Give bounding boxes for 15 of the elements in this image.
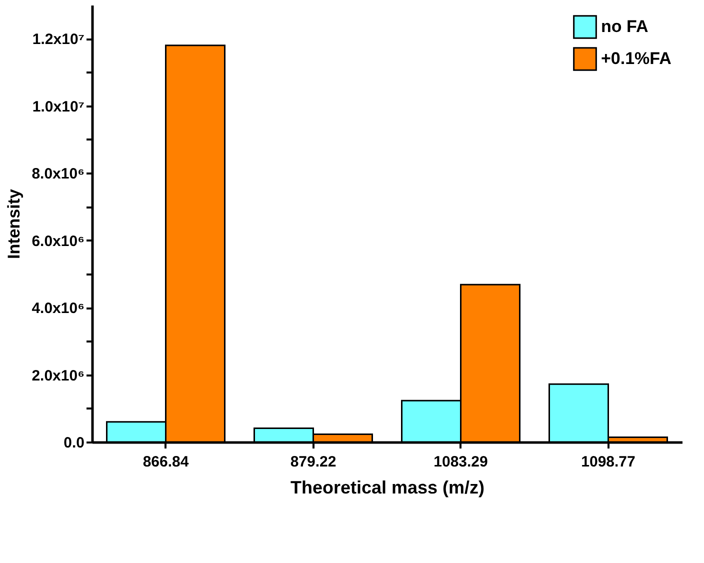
x-tick-label: 879.22: [290, 454, 336, 470]
y-tick-label: 8.0x10⁶: [32, 166, 84, 183]
y-tick-label: 0.0: [64, 434, 84, 452]
x-tick-label: 1083.29: [434, 454, 488, 470]
x-tick-label: 866.84: [142, 454, 190, 470]
legend-label: no FA: [601, 17, 648, 36]
y-tick-label: 2.0x10⁶: [32, 367, 84, 384]
x-tick-label: 1098.77: [581, 454, 636, 470]
x-axis-title: Theoretical mass (m/z): [290, 478, 485, 498]
y-axis-title: Intensity: [4, 188, 24, 259]
y-tick-label: 1.2x10⁷: [32, 31, 84, 48]
y-tick-label: 4.0x10⁶: [32, 300, 84, 318]
y-tick-label: 1.0x10⁷: [32, 98, 84, 116]
y-tick-label: 6.0x10⁶: [32, 232, 84, 250]
legend-label: +0.1%FA: [601, 49, 672, 68]
